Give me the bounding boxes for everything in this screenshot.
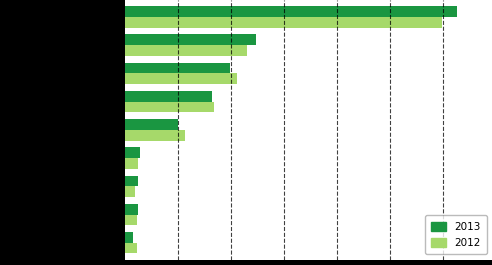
Bar: [125, 34, 256, 45]
Bar: [125, 73, 237, 84]
Legend: 2013, 2012: 2013, 2012: [425, 215, 487, 254]
Bar: [125, 6, 457, 17]
Bar: [125, 186, 135, 197]
Bar: [125, 91, 212, 101]
Bar: [125, 147, 140, 158]
Bar: [125, 130, 184, 140]
Bar: [125, 101, 214, 112]
Bar: [125, 17, 442, 28]
Bar: [125, 232, 133, 243]
Bar: [125, 158, 138, 169]
Bar: [125, 176, 138, 186]
Bar: [125, 45, 247, 56]
Bar: [125, 119, 179, 130]
Bar: [125, 243, 137, 254]
Bar: [125, 204, 138, 215]
Bar: [125, 215, 137, 225]
Bar: [125, 63, 230, 73]
